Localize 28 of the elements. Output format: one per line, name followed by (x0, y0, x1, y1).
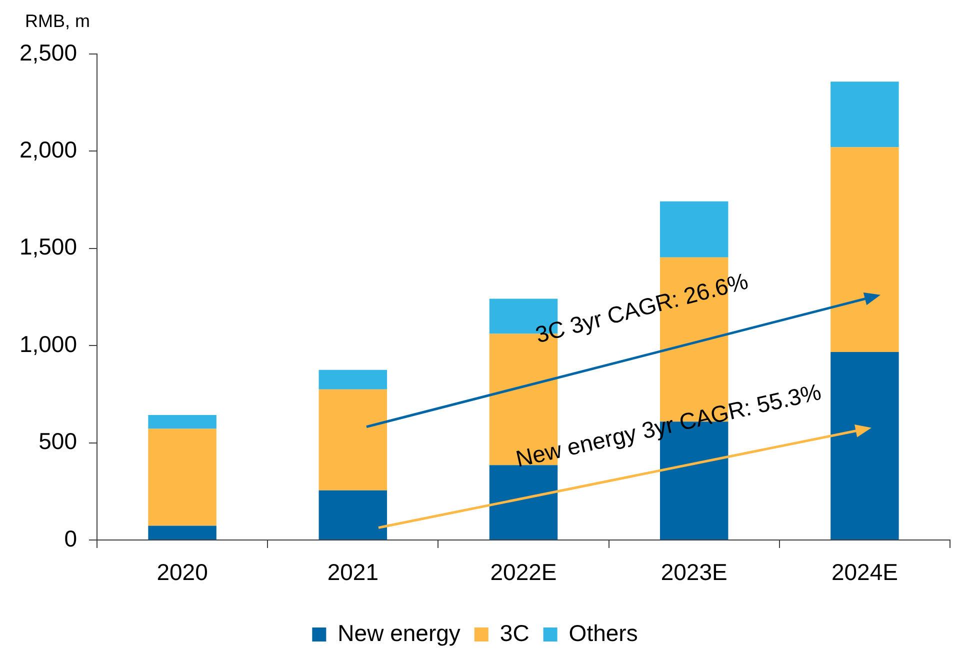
bar (318, 490, 388, 540)
bar (830, 352, 899, 540)
bar (318, 370, 388, 390)
y-axis-title: RMB, m (25, 11, 90, 31)
x-tick-label: 2022E (490, 559, 557, 586)
annotation: 3C 3yr CAGR: 26.6% (532, 268, 751, 348)
bar (830, 82, 899, 148)
x-tick-label: 2021 (327, 559, 378, 586)
legend-label: New energy (338, 620, 461, 646)
bar (318, 389, 388, 490)
y-tick-label: 500 (38, 428, 77, 454)
y-tick-label: 1,500 (19, 234, 77, 260)
legend-label: 3C (500, 620, 530, 646)
y-tick-label: 2,500 (19, 39, 77, 66)
legend-label: Others (568, 620, 638, 646)
bar (489, 465, 558, 540)
y-tick-label: 0 (64, 525, 77, 552)
bar (148, 415, 216, 429)
y-tick-label: 2,000 (19, 136, 77, 163)
bar (830, 147, 899, 352)
y-tick-label: 1,000 (19, 330, 77, 357)
x-tick-label: 2024E (831, 559, 898, 586)
x-tick-label: 2020 (156, 559, 208, 586)
bar (148, 428, 216, 526)
bar (660, 201, 728, 258)
x-tick-label: 2023E (660, 559, 728, 586)
bar (148, 526, 216, 540)
annotation: New energy 3yr CAGR: 55.3% (513, 378, 824, 472)
